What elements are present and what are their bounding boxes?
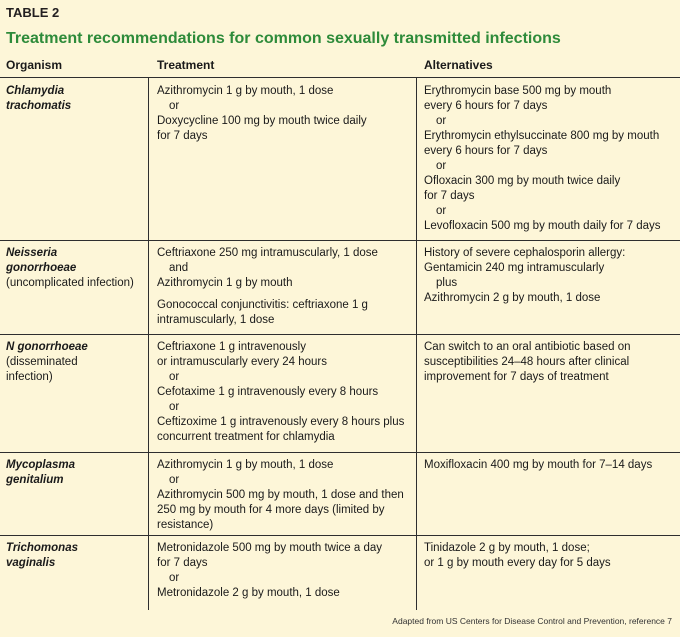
- regimen-line: Ofloxacin 300 mg by mouth twice daily: [424, 175, 621, 187]
- organism-name: N gonorrhoeae: [6, 341, 88, 353]
- organism-name: Chlamydia: [6, 85, 65, 97]
- regimen-line: Levofloxacin 500 mg by mouth daily for 7…: [424, 220, 661, 232]
- regimen-line: Azithromycin 1 g by mouth, 1 dose: [157, 459, 334, 471]
- header-rule: [0, 77, 680, 78]
- organism-cell: Trichomonas vaginalis: [6, 541, 144, 571]
- connector-text: plus: [436, 277, 458, 289]
- regimen-line: Gentamicin 240 mg intramuscularly: [424, 262, 605, 274]
- regimen-line: or intramuscularly every 24 hours: [157, 356, 328, 368]
- regimen-line: for 7 days: [157, 557, 208, 569]
- regimen-line: resistance): [157, 519, 214, 531]
- regimen-line: Doxycycline 100 mg by mouth twice daily: [157, 115, 367, 127]
- connector-text: or: [436, 115, 447, 127]
- row-rule: [0, 334, 680, 335]
- alternatives-cell: Can switch to an oral antibiotic based o…: [424, 340, 630, 385]
- source-note: Adapted from US Centers for Disease Cont…: [392, 616, 672, 626]
- organism-cell: Mycoplasma genitalium: [6, 458, 144, 488]
- header-treatment: Treatment: [157, 58, 215, 72]
- column-divider: [148, 334, 149, 452]
- organism-name: genitalium: [6, 474, 64, 486]
- organism-cell: N gonorrhoeae (disseminated infection): [6, 340, 144, 385]
- line-spacer: [157, 291, 378, 298]
- row-rule: [0, 452, 680, 453]
- connector-text: or: [169, 371, 180, 383]
- column-divider: [148, 240, 149, 334]
- organism-name: trachomatis: [6, 100, 72, 112]
- treatment-cell: Azithromycin 1 g by mouth, 1 dose or Azith…: [157, 458, 404, 533]
- regimen-line: Ceftizoxime 1 g intravenously every 8 ho…: [157, 416, 405, 428]
- treatment-cell: Ceftriaxone 250 mg intramuscularly, 1 do…: [157, 246, 378, 328]
- column-divider: [416, 240, 417, 334]
- column-divider: [416, 78, 417, 240]
- organism-note: infection): [6, 371, 53, 383]
- regimen-line: every 6 hours for 7 days: [424, 100, 548, 112]
- organism-name: Mycoplasma: [6, 459, 76, 471]
- row-rule: [0, 535, 680, 536]
- connector-text: or: [436, 160, 447, 172]
- regimen-line: Azithromycin 500 mg by mouth, 1 dose and…: [157, 489, 404, 501]
- regimen-line: Azithromycin 1 g by mouth, 1 dose: [157, 85, 334, 97]
- table-title: Treatment recommendations for common sex…: [6, 30, 561, 47]
- regimen-line: Metronidazole 2 g by mouth, 1 dose: [157, 587, 340, 599]
- alternatives-cell: Tinidazole 2 g by mouth, 1 dose; or 1 g b…: [424, 541, 611, 571]
- connector-text: and: [169, 262, 189, 274]
- regimen-line: intramuscularly, 1 dose: [157, 314, 275, 326]
- connector-text: or: [169, 401, 180, 413]
- regimen-line: Erythromycin base 500 mg by mouth: [424, 85, 612, 97]
- column-divider: [148, 452, 149, 535]
- organism-name: vaginalis: [6, 557, 56, 569]
- treatment-cell: Metronidazole 500 mg by mouth twice a da…: [157, 541, 382, 601]
- organism-name: Trichomonas: [6, 542, 78, 554]
- regimen-line: Can switch to an oral antibiotic based o…: [424, 341, 631, 353]
- header-organism: Organism: [6, 58, 63, 72]
- organism-name: Neisseria: [6, 247, 58, 259]
- alternatives-cell: History of severe cephalosporin allergy:…: [424, 246, 625, 306]
- regimen-line: improvement for 7 days of treatment: [424, 371, 609, 383]
- organism-cell: Chlamydia trachomatis: [6, 84, 144, 114]
- column-divider: [148, 78, 149, 240]
- regimen-line: Cefotaxime 1 g intravenously every 8 hou…: [157, 386, 379, 398]
- table-label: TABLE 2: [6, 5, 60, 20]
- treatment-cell: Azithromycin 1 g by mouth, 1 dose or Doxyc…: [157, 84, 367, 144]
- connector-text: or: [169, 100, 180, 112]
- regimen-line: every 6 hours for 7 days: [424, 145, 548, 157]
- connector-text: or: [169, 474, 180, 486]
- regimen-line: Moxifloxacin 400 mg by mouth for 7–14 da…: [424, 459, 653, 471]
- regimen-line: for 7 days: [157, 130, 208, 142]
- organism-note: (disseminated: [6, 356, 78, 368]
- column-divider: [148, 535, 149, 610]
- regimen-line: History of severe cephalosporin allergy:: [424, 247, 626, 259]
- column-divider: [416, 535, 417, 610]
- organism-note: (uncomplicated infection): [6, 277, 134, 289]
- connector-text: or: [436, 205, 447, 217]
- header-alternatives: Alternatives: [424, 58, 493, 72]
- regimen-line: concurrent treatment for chlamydia: [157, 431, 335, 443]
- regimen-line: Metronidazole 500 mg by mouth twice a da…: [157, 542, 383, 554]
- column-divider: [416, 334, 417, 452]
- regimen-line: Ceftriaxone 250 mg intramuscularly, 1 do…: [157, 247, 378, 259]
- alternatives-cell: Moxifloxacin 400 mg by mouth for 7–14 da…: [424, 458, 652, 473]
- regimen-line: or 1 g by mouth every day for 5 days: [424, 557, 611, 569]
- organism-name: gonorrhoeae: [6, 262, 77, 274]
- regimen-line: Tinidazole 2 g by mouth, 1 dose;: [424, 542, 590, 554]
- regimen-line: Ceftriaxone 1 g intravenously: [157, 341, 306, 353]
- organism-cell: Neisseria gonorrhoeae (uncomplicated infec…: [6, 246, 144, 291]
- treatment-cell: Ceftriaxone 1 g intravenously or intramus…: [157, 340, 404, 445]
- regimen-line: Erythromycin ethylsuccinate 800 mg by mo…: [424, 130, 660, 142]
- row-rule: [0, 240, 680, 241]
- regimen-line: Azithromycin 1 g by mouth: [157, 277, 293, 289]
- regimen-line: for 7 days: [424, 190, 475, 202]
- regimen-line: 250 mg by mouth for 4 more days (limited…: [157, 504, 385, 516]
- connector-text: or: [169, 572, 180, 584]
- alternatives-cell: Erythromycin base 500 mg by mouth every 6…: [424, 84, 661, 234]
- regimen-line: Gonococcal conjunctivitis: ceftriaxone 1…: [157, 299, 368, 311]
- regimen-line: susceptibilities 24–48 hours after clini…: [424, 356, 630, 368]
- column-divider: [416, 452, 417, 535]
- regimen-line: Azithromycin 2 g by mouth, 1 dose: [424, 292, 601, 304]
